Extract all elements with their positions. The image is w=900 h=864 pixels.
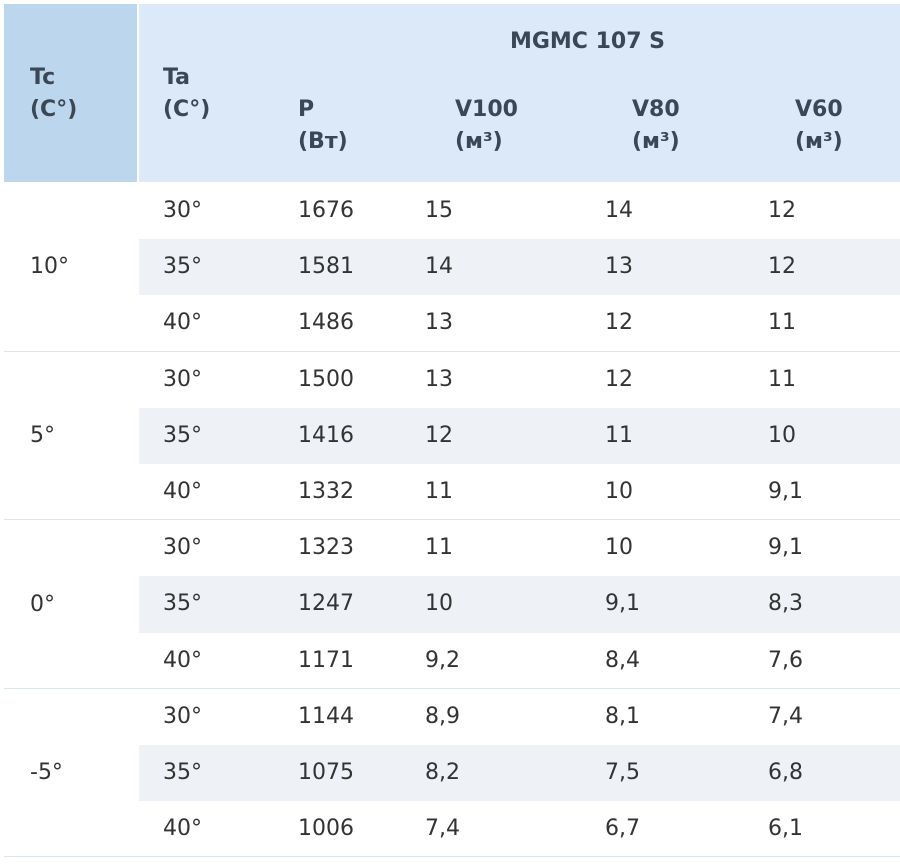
cell: 8,2 <box>425 760 460 785</box>
tc-cell: 10° <box>30 254 69 280</box>
cell: 8,1 <box>605 703 640 729</box>
column-unit: (м³) <box>632 129 680 154</box>
cell: 13 <box>425 310 453 336</box>
cell: 1500 <box>298 366 354 392</box>
header-cell <box>139 4 900 182</box>
tc-cell: 0° <box>30 591 55 617</box>
cell: 15 <box>425 198 453 223</box>
column-unit: (C°) <box>163 97 211 122</box>
cell: 9,1 <box>605 591 640 617</box>
column-label: V60 <box>795 97 843 122</box>
cell: 11 <box>768 366 796 392</box>
group-separator <box>4 519 900 521</box>
column-label: Ta <box>163 65 191 90</box>
column-label: P <box>298 97 315 122</box>
cell: 1486 <box>298 310 354 336</box>
cell: 7,5 <box>605 760 640 785</box>
cell: 40° <box>163 479 202 504</box>
cell: 1332 <box>298 479 354 504</box>
cell: 10 <box>425 591 453 617</box>
cell: 13 <box>425 366 453 392</box>
cell: 30° <box>163 703 202 729</box>
group-separator <box>4 687 900 689</box>
row-shade <box>139 745 900 802</box>
cell: 11 <box>425 535 453 561</box>
row-shade <box>139 239 900 296</box>
cell: 35° <box>163 760 202 785</box>
cell: 11 <box>605 422 633 448</box>
cell: 9,2 <box>425 647 460 673</box>
cell: 35° <box>163 254 202 280</box>
cell: 11 <box>768 310 796 336</box>
cell: 1323 <box>298 535 354 561</box>
column-unit: (м³) <box>455 129 503 154</box>
cell: 12 <box>425 422 453 448</box>
cell: 6,8 <box>768 760 803 785</box>
cell: 6,7 <box>605 816 640 842</box>
column-unit: (Вт) <box>298 129 348 154</box>
header-cell-tc <box>4 4 137 182</box>
cell: 1006 <box>298 816 354 842</box>
cell: 1171 <box>298 647 354 673</box>
cell: 8,4 <box>605 647 640 673</box>
cell: 10 <box>605 535 633 561</box>
cell: 12 <box>768 254 796 280</box>
cell: 1247 <box>298 591 354 617</box>
cell: 8,9 <box>425 703 460 729</box>
cell: 7,6 <box>768 647 803 673</box>
row-shade <box>139 407 900 464</box>
cell: 40° <box>163 647 202 673</box>
row-shade <box>139 576 900 633</box>
cell: 1416 <box>298 422 354 448</box>
cell: 30° <box>163 535 202 561</box>
cell: 12 <box>605 366 633 392</box>
cell: 9,1 <box>768 535 803 561</box>
cell: 10 <box>768 422 796 448</box>
cell: 30° <box>163 366 202 392</box>
cell: 1676 <box>298 198 354 223</box>
cell: 12 <box>605 310 633 336</box>
cell: 40° <box>163 310 202 336</box>
column-unit: (C°) <box>30 97 78 122</box>
cell: 35° <box>163 422 202 448</box>
cell: 40° <box>163 816 202 842</box>
cell: 1075 <box>298 760 354 785</box>
cell: 10 <box>605 479 633 504</box>
group-separator <box>4 350 900 352</box>
cell: 12 <box>768 198 796 223</box>
cell: 6,1 <box>768 816 803 842</box>
column-unit: (м³) <box>795 129 843 154</box>
cell: 30° <box>163 198 202 223</box>
cell: 8,3 <box>768 591 803 617</box>
group-separator <box>4 856 900 858</box>
cell: 1581 <box>298 254 354 280</box>
table-title: MGMC 107 S <box>509 29 666 54</box>
cell: 35° <box>163 591 202 617</box>
cell: 1144 <box>298 703 354 729</box>
column-label: V80 <box>632 97 680 122</box>
cell: 7,4 <box>768 703 803 729</box>
cell: 14 <box>605 198 633 223</box>
cell: 14 <box>425 254 453 280</box>
cell: 7,4 <box>425 816 460 842</box>
column-label: Tc <box>30 65 56 90</box>
cell: 9,1 <box>768 479 803 504</box>
tc-cell: 5° <box>30 422 55 448</box>
tc-cell: -5° <box>30 760 63 786</box>
column-label: V100 <box>455 97 518 122</box>
cell: 13 <box>605 254 633 280</box>
cell: 11 <box>425 479 453 504</box>
